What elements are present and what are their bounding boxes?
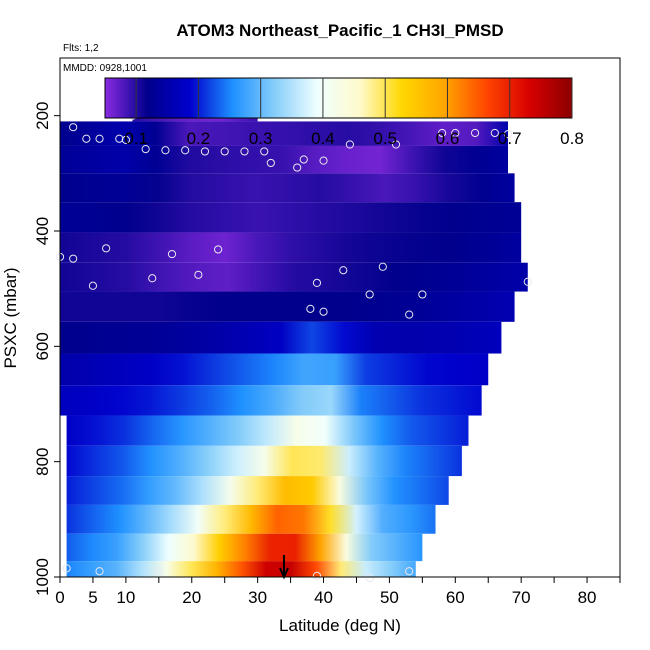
sample-point bbox=[503, 130, 513, 139]
colorbar-tick-label: 0.1 bbox=[124, 129, 148, 148]
sample-point bbox=[62, 564, 71, 573]
sample-point bbox=[214, 245, 223, 254]
x-tick-label: 20 bbox=[182, 588, 201, 607]
sample-point bbox=[69, 254, 78, 263]
sample-point bbox=[470, 128, 480, 138]
sample-point bbox=[260, 147, 269, 156]
heatmap-band bbox=[66, 415, 469, 446]
plot-frame bbox=[59, 57, 621, 578]
heatmap-band bbox=[60, 291, 515, 322]
x-tick-label: 0 bbox=[55, 588, 64, 607]
heatmap-band bbox=[60, 262, 528, 292]
flights-annotation: Flts: 1,2 bbox=[63, 43, 99, 54]
sample-point bbox=[451, 128, 460, 138]
heatmap-band bbox=[60, 121, 508, 146]
sample-point bbox=[154, 567, 163, 576]
y-tick-label: 1000 bbox=[33, 558, 52, 596]
sample-point bbox=[240, 147, 249, 156]
sample-point bbox=[405, 310, 414, 319]
sample-point bbox=[523, 277, 532, 286]
heatmap-band bbox=[60, 353, 489, 386]
heatmap-band bbox=[60, 145, 508, 174]
sample-point bbox=[88, 281, 98, 290]
y-axis-title: PSXC (mbar) bbox=[1, 267, 20, 368]
sample-point bbox=[161, 146, 170, 155]
sample-point bbox=[95, 567, 104, 576]
sample-point bbox=[339, 266, 348, 275]
colorbar-tick-label: 0.3 bbox=[249, 129, 273, 148]
heatmap-band bbox=[66, 561, 416, 577]
colorbar-tick-label: 0.2 bbox=[187, 129, 211, 148]
y-tick-label: 600 bbox=[33, 332, 52, 360]
sample-point bbox=[200, 147, 210, 156]
sample-point bbox=[365, 574, 374, 583]
colorbar-bar bbox=[104, 77, 573, 119]
sample-point bbox=[141, 145, 150, 154]
y-tick-label: 200 bbox=[33, 101, 52, 129]
y-tick-label: 800 bbox=[33, 447, 52, 475]
x-tick-label: 80 bbox=[578, 588, 597, 607]
heatmap-band bbox=[60, 385, 482, 416]
sample-point bbox=[181, 146, 190, 155]
sample-point bbox=[345, 140, 354, 149]
sample-point bbox=[312, 278, 322, 287]
x-tick-label: 30 bbox=[248, 588, 267, 607]
sample-point bbox=[319, 156, 328, 165]
sample-point bbox=[69, 123, 78, 132]
heatmap-band bbox=[66, 504, 436, 534]
sample-point bbox=[391, 140, 401, 149]
x-tick-label: 70 bbox=[512, 588, 531, 607]
sample-point bbox=[102, 244, 111, 253]
sample-point bbox=[266, 158, 275, 168]
heatmap-band bbox=[66, 445, 462, 477]
colorbar-tick-label: 0.7 bbox=[498, 129, 522, 148]
heatmap-band bbox=[60, 173, 515, 203]
x-tick-label: 10 bbox=[116, 588, 135, 607]
sample-point bbox=[82, 134, 91, 143]
heatmap-band bbox=[66, 476, 449, 505]
sample-point bbox=[490, 128, 499, 138]
x-tick-label: 50 bbox=[380, 588, 399, 607]
sample-point bbox=[378, 262, 387, 271]
x-axis-title: Latitude (deg N) bbox=[279, 616, 401, 635]
y-tick-label: 400 bbox=[33, 217, 52, 245]
heatmap-band bbox=[66, 533, 423, 562]
sample-point bbox=[95, 134, 104, 143]
sample-point bbox=[319, 307, 328, 316]
sample-point bbox=[299, 155, 308, 164]
colorbar-tick-label: 0.6 bbox=[436, 129, 460, 148]
x-tick-label: 5 bbox=[88, 588, 97, 607]
heatmap-band bbox=[60, 321, 502, 354]
sample-point bbox=[220, 147, 229, 156]
sample-point bbox=[121, 135, 130, 144]
sample-point bbox=[167, 249, 177, 259]
x-tick-label: 60 bbox=[446, 588, 465, 607]
heatmap bbox=[60, 98, 528, 577]
colorbar-tick-label: 0.8 bbox=[560, 129, 584, 148]
sample-point bbox=[405, 567, 414, 576]
sample-point bbox=[438, 128, 447, 138]
sample-point bbox=[306, 304, 315, 313]
colorbar-tick-label: 0.4 bbox=[311, 129, 335, 148]
x-tick-label: 40 bbox=[314, 588, 333, 607]
sample-point bbox=[365, 290, 374, 299]
chart-title: ATOM3 Northeast_Pacific_1 CH3I_PMSD bbox=[176, 21, 503, 40]
sample-point bbox=[148, 274, 157, 283]
colorbar: 0.1 0.2 0.3 0.4 0.5 0.6 0.7 0.8 bbox=[104, 77, 584, 148]
colorbar-tick-label: 0.5 bbox=[373, 129, 397, 148]
sample-point bbox=[312, 571, 322, 580]
axes: 0 5 10 20 30 40 50 60 70 80 200 400 600 800 1000 bbox=[33, 57, 621, 607]
dates-annotation: MMDD: 0928,1001 bbox=[63, 63, 147, 74]
sample-point bbox=[293, 163, 302, 172]
heatmap-band bbox=[60, 232, 522, 263]
heatmap-band bbox=[60, 202, 522, 233]
sample-point bbox=[194, 270, 203, 279]
sample-point bbox=[418, 290, 427, 299]
